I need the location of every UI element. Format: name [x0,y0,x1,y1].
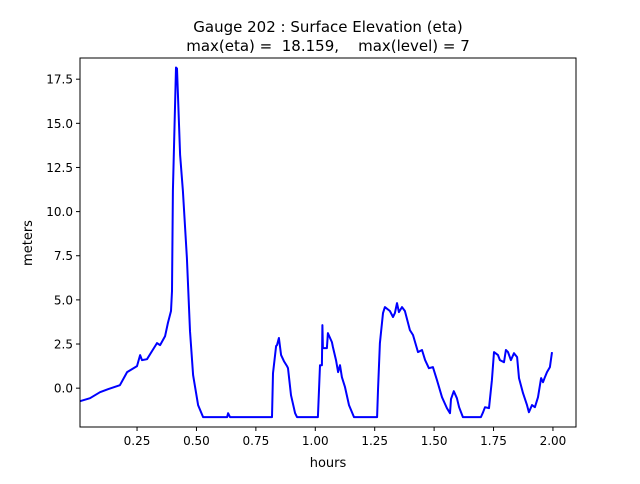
x-tick-label: 0.50 [183,434,210,448]
chart-title: Gauge 202 : Surface Elevation (eta) [193,18,462,36]
x-tick-label: 2.00 [540,434,567,448]
y-tick-label: 0.0 [54,382,73,396]
y-tick-label: 7.5 [54,249,73,263]
y-tick-label: 15.0 [46,117,73,131]
y-tick-label: 2.5 [54,338,73,352]
y-axis-label: meters [21,220,36,266]
x-tick-label: 0.75 [243,434,270,448]
x-tick-label: 1.25 [361,434,388,448]
plot-area-frame [79,57,577,428]
x-tick-label: 1.75 [480,434,507,448]
y-tick-label: 10.0 [46,205,73,219]
y-tick-label: 12.5 [46,161,73,175]
x-tick-label: 1.50 [421,434,448,448]
y-tick-label: 5.0 [54,293,73,307]
x-tick-label: 0.25 [124,434,151,448]
x-axis-label: hours [310,456,347,471]
series-line-eta [79,66,553,419]
y-tick-label: 17.5 [46,73,73,87]
chart-subtitle: max(eta) = 18.159, max(level) = 7 [186,37,470,55]
x-tick-label: 1.00 [302,434,329,448]
